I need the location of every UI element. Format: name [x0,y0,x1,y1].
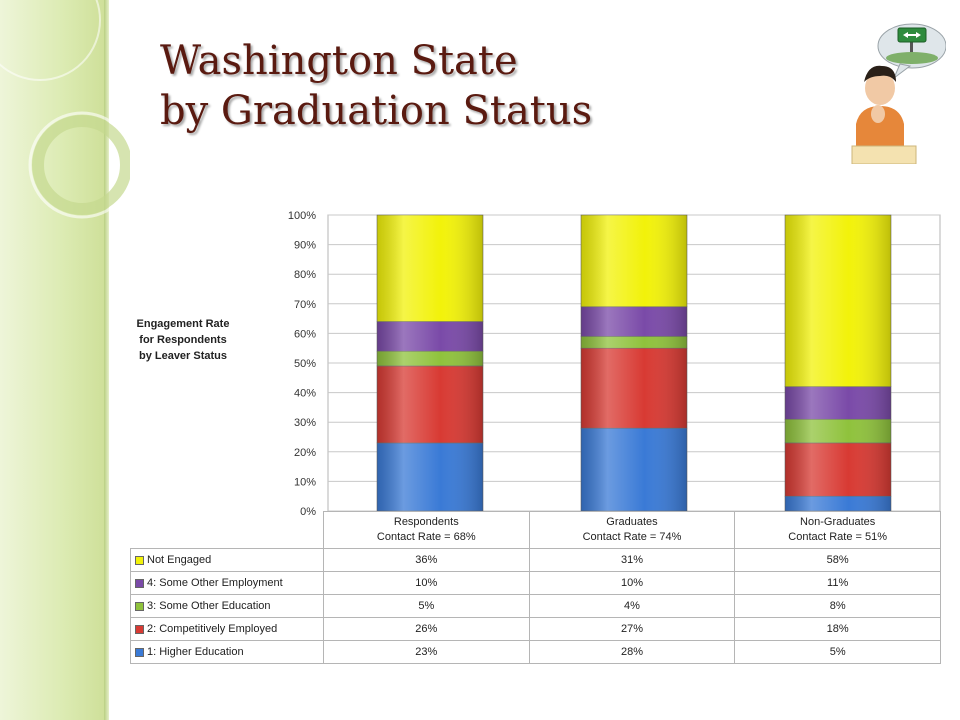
value-cell: 28% [528,640,736,664]
bar-segment-shade [377,365,483,443]
legend-swatch [135,578,144,588]
bar-segment-shade [377,215,483,322]
category-header-cell: Non-Graduates Contact Rate = 51% [734,511,941,549]
table-row: 3: Some Other Education 5% 4% 8% [130,594,941,618]
category-name: Graduates [606,516,658,528]
category-header-cell: Graduates Contact Rate = 74% [528,511,736,549]
y-tick-label: 50% [294,358,316,370]
y-tick-label: 80% [294,269,316,281]
value-cell: 18% [734,617,941,641]
bar-segment-shade [581,306,687,337]
value-cell: 5% [322,594,530,618]
bar-segment-shade [785,215,891,387]
legend-cell: 3: Some Other Education [130,594,324,618]
value-cell: 10% [322,571,530,595]
value-cell: 27% [528,617,736,641]
category-contact-rate: Contact Rate = 51% [788,531,888,543]
value-cell: 11% [734,571,941,595]
bar-segment-shade [785,442,891,497]
bar-segment-shade [581,215,687,307]
legend-swatch [135,624,144,634]
chart-side-label: Engagement Rate for Respondents by Leave… [128,316,238,364]
y-tick-label: 30% [294,417,316,429]
y-tick-label: 100% [288,210,316,222]
legend-swatch [135,647,144,657]
value-cell: 58% [734,548,941,572]
legend-swatch [135,601,144,611]
category-contact-rate: Contact Rate = 74% [582,531,682,543]
legend-label: 2: Competitively Employed [147,623,278,635]
value-cell: 36% [322,548,530,572]
category-header-cell: Respondents Contact Rate = 68% [322,511,530,549]
side-label-line-3: by Leaver Status [138,350,228,362]
legend-label: 3: Some Other Education [147,600,271,612]
table-row: 4: Some Other Employment 10% 10% 11% [130,571,941,595]
table-corner-cell [130,511,324,549]
value-cell: 10% [528,571,736,595]
value-cell: 4% [528,594,736,618]
table-row: 2: Competitively Employed 26% 27% 18% [130,617,941,641]
bar-segment-shade [377,321,483,352]
bar-segment-shade [581,336,687,349]
legend-label: 4: Some Other Employment [147,577,283,589]
y-tick-label: 20% [294,447,316,459]
bar-segment-shade [581,348,687,429]
bar-segment-shade [785,496,891,511]
decorative-rings [0,0,130,219]
bar-segment-shade [581,428,687,511]
value-cell: 31% [528,548,736,572]
side-label-line-2: for Respondents [139,334,227,346]
value-cell: 23% [322,640,530,664]
category-name: Non-Graduates [800,516,876,528]
legend-cell: 4: Some Other Employment [130,571,324,595]
bar-segment-shade [785,419,891,443]
legend-label: Not Engaged [147,554,212,566]
legend-swatch [135,555,144,565]
thinking-student-icon [851,23,946,164]
legend-cell: Not Engaged [130,548,324,572]
y-tick-label: 10% [294,476,316,488]
y-tick-label: 70% [294,299,316,311]
sidebar-edge [104,0,109,720]
category-name: Respondents [393,516,459,528]
table-row: Not Engaged 36% 31% 58% [130,548,941,572]
y-tick-label: 90% [294,240,316,252]
legend-label: 1: Higher Education [147,646,244,658]
y-tick-label: 60% [294,328,316,340]
title-line-1: Washington State [160,38,518,84]
title-line-2: by Graduation Status [160,88,593,134]
data-table: Respondents Contact Rate = 68% Graduates Co… [130,511,941,664]
side-label-line-1: Engagement Rate [136,318,230,330]
legend-cell: 2: Competitively Employed [130,617,324,641]
category-contact-rate: Contact Rate = 68% [376,531,476,543]
value-cell: 8% [734,594,941,618]
legend-cell: 1: Higher Education [130,640,324,664]
bar-segment-shade [377,442,483,511]
road-sign-arrows-icon [877,23,946,80]
value-cell: 26% [322,617,530,641]
table-row: 1: Higher Education 23% 28% 5% [130,640,941,664]
bar-segment-shade [377,351,483,366]
page-title: Washington State by Graduation Status [160,36,592,136]
bar-segment-shade [785,386,891,420]
table-header-row: Respondents Contact Rate = 68% Graduates Co… [130,511,941,549]
y-tick-label: 40% [294,388,316,400]
value-cell: 5% [734,640,941,664]
